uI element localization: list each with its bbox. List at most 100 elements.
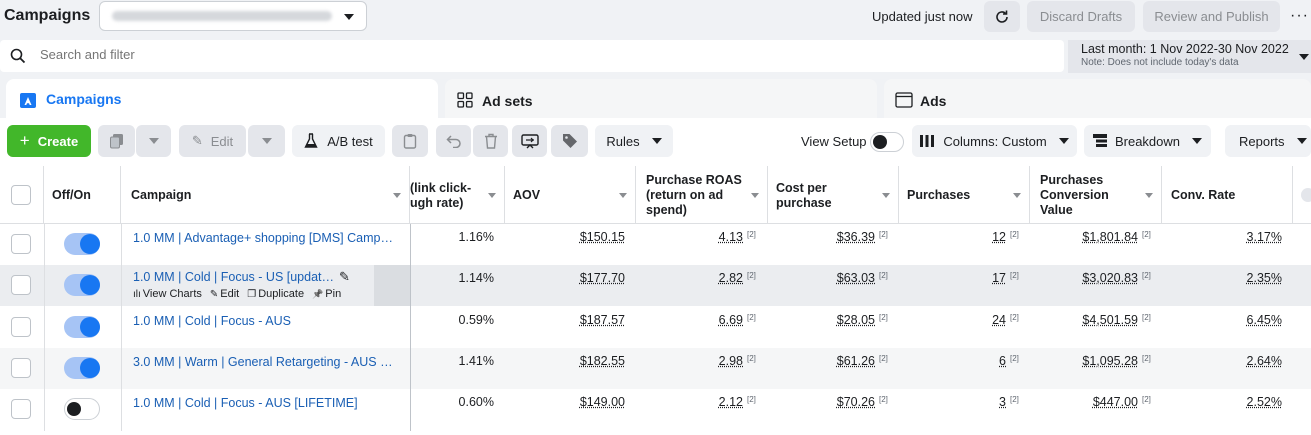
- campaign-name-link[interactable]: 1.0 MM | Advantage+ shopping [DMS] Campa…: [133, 231, 396, 245]
- footnote-marker[interactable]: [2]: [1010, 395, 1019, 404]
- aov-value[interactable]: $177.70: [579, 271, 625, 285]
- campaign-status-toggle[interactable]: [64, 316, 100, 338]
- footnote-marker[interactable]: [2]: [1010, 354, 1019, 363]
- conv-rate-value[interactable]: 6.45%: [1246, 313, 1282, 327]
- roas-value[interactable]: 6.69: [718, 313, 743, 327]
- edit-dropdown-button[interactable]: [248, 125, 285, 157]
- footnote-marker[interactable]: [2]: [747, 354, 756, 363]
- tag-button[interactable]: [551, 125, 588, 157]
- cost-per-purchase-value[interactable]: $70.26: [836, 395, 875, 409]
- footnote-marker[interactable]: [2]: [1142, 271, 1151, 280]
- purchases-value[interactable]: 12: [992, 230, 1006, 244]
- header-conv-rate[interactable]: Conv. Rate: [1162, 166, 1293, 224]
- date-range-picker[interactable]: Last month: 1 Nov 2022-30 Nov 2022 Note:…: [1068, 40, 1311, 73]
- reports-dropdown[interactable]: Reports: [1225, 125, 1311, 157]
- select-all-checkbox[interactable]: [11, 185, 31, 205]
- row-checkbox[interactable]: [11, 358, 31, 378]
- cost-per-purchase-value[interactable]: $36.39: [836, 230, 875, 244]
- conversion-value[interactable]: $4,501.59: [1082, 313, 1138, 327]
- preview-button[interactable]: [512, 125, 547, 157]
- breakdown-dropdown[interactable]: Breakdown: [1084, 125, 1211, 157]
- cost-per-purchase-value[interactable]: $28.05: [836, 313, 875, 327]
- purchases-value[interactable]: 24: [992, 313, 1006, 327]
- footnote-marker[interactable]: [2]: [747, 271, 756, 280]
- view-charts-action[interactable]: ılı View Charts: [133, 288, 202, 300]
- aov-value[interactable]: $150.15: [579, 230, 625, 244]
- campaign-name-link[interactable]: 3.0 MM | Warm | General Retargeting - AU…: [133, 355, 396, 369]
- roas-value[interactable]: 2.98: [718, 354, 743, 368]
- campaign-name-link[interactable]: 1.0 MM | Cold | Focus - AUS: [133, 314, 291, 328]
- roas-value[interactable]: 2.12: [718, 395, 743, 409]
- undo-button[interactable]: [436, 125, 471, 157]
- duplicate-action[interactable]: ❐ Duplicate: [247, 288, 304, 300]
- footnote-marker[interactable]: [2]: [879, 354, 888, 363]
- footnote-marker[interactable]: [2]: [1142, 230, 1151, 239]
- pin-action[interactable]: 📌 Pin: [312, 288, 341, 300]
- ad-account-selector[interactable]: [99, 1, 367, 31]
- conv-rate-value[interactable]: 3.17%: [1246, 230, 1282, 244]
- row-checkbox[interactable]: [11, 317, 31, 337]
- cost-per-purchase-value[interactable]: $61.26: [836, 354, 875, 368]
- delete-button[interactable]: [473, 125, 508, 157]
- roas-value[interactable]: 4.13: [718, 230, 743, 244]
- conversion-value[interactable]: $1,095.28: [1082, 354, 1138, 368]
- campaign-status-toggle[interactable]: [64, 398, 100, 420]
- row-checkbox[interactable]: [11, 399, 31, 419]
- table-row[interactable]: 1.0 MM | Cold | Focus - US [updated] ✎ ılı…: [0, 265, 1311, 307]
- header-cost-per-purchase[interactable]: Cost per purchase: [768, 166, 899, 224]
- ab-test-button[interactable]: A/B test: [292, 125, 385, 157]
- aov-value[interactable]: $182.55: [579, 354, 625, 368]
- view-setup-toggle[interactable]: [870, 132, 904, 152]
- aov-value[interactable]: $149.00: [579, 395, 625, 409]
- conversion-value[interactable]: $3,020.83: [1082, 271, 1138, 285]
- row-checkbox[interactable]: [11, 275, 31, 295]
- aov-value[interactable]: $187.57: [579, 313, 625, 327]
- conversion-value[interactable]: $447.00: [1092, 395, 1138, 409]
- header-ctr[interactable]: (link click- ugh rate): [410, 166, 505, 224]
- purchases-value[interactable]: 6: [999, 354, 1006, 368]
- rename-pencil-icon[interactable]: ✎: [339, 269, 350, 284]
- purchases-value[interactable]: 17: [992, 271, 1006, 285]
- footnote-marker[interactable]: [2]: [1010, 230, 1019, 239]
- refresh-button[interactable]: [984, 1, 1020, 32]
- campaign-name-link[interactable]: 1.0 MM | Cold | Focus - US [updated]: [133, 270, 338, 284]
- campaign-status-toggle[interactable]: [64, 357, 100, 379]
- table-row[interactable]: 3.0 MM | Warm | General Retargeting - AU…: [0, 348, 1311, 390]
- tab-ads[interactable]: Ads: [884, 79, 1311, 121]
- table-row[interactable]: 1.0 MM | Advantage+ shopping [DMS] Campa…: [0, 224, 1311, 266]
- footnote-marker[interactable]: [2]: [747, 313, 756, 322]
- footnote-marker[interactable]: [2]: [1010, 313, 1019, 322]
- clipboard-button[interactable]: [392, 125, 428, 157]
- duplicate-button[interactable]: [98, 125, 135, 157]
- edit-action[interactable]: ✎ Edit: [210, 288, 239, 300]
- more-options-button[interactable]: ···: [1290, 7, 1309, 24]
- header-add-column[interactable]: [1293, 166, 1311, 224]
- footnote-marker[interactable]: [2]: [1010, 271, 1019, 280]
- footnote-marker[interactable]: [2]: [747, 230, 756, 239]
- purchases-value[interactable]: 3: [999, 395, 1006, 409]
- header-campaign[interactable]: Campaign: [121, 166, 410, 224]
- footnote-marker[interactable]: [2]: [879, 271, 888, 280]
- footnote-marker[interactable]: [2]: [879, 313, 888, 322]
- campaign-status-toggle[interactable]: [64, 274, 100, 296]
- header-purchase-roas[interactable]: Purchase ROAS (return on ad spend): [636, 166, 768, 224]
- search-input[interactable]: [40, 47, 640, 62]
- create-button[interactable]: + Create: [7, 125, 91, 157]
- header-purchases-conversion-value[interactable]: Purchases Conversion Value: [1030, 166, 1162, 224]
- conversion-value[interactable]: $1,801.84: [1082, 230, 1138, 244]
- edit-button[interactable]: ✎ Edit: [179, 125, 246, 157]
- row-checkbox[interactable]: [11, 234, 31, 254]
- header-off-on[interactable]: Off/On: [44, 166, 121, 224]
- cost-per-purchase-value[interactable]: $63.03: [836, 271, 875, 285]
- duplicate-dropdown-button[interactable]: [136, 125, 171, 157]
- footnote-marker[interactable]: [2]: [1142, 395, 1151, 404]
- header-purchases[interactable]: Purchases: [899, 166, 1030, 224]
- columns-dropdown[interactable]: Columns: Custom: [912, 125, 1077, 157]
- rules-dropdown[interactable]: Rules: [595, 125, 673, 157]
- footnote-marker[interactable]: [2]: [1142, 354, 1151, 363]
- table-row[interactable]: 1.0 MM | Cold | Focus - AUS [LIFETIME] 0.…: [0, 389, 1311, 431]
- tab-ad-sets[interactable]: Ad sets: [445, 79, 877, 121]
- roas-value[interactable]: 2.82: [718, 271, 743, 285]
- header-aov[interactable]: AOV: [505, 166, 636, 224]
- table-row[interactable]: 1.0 MM | Cold | Focus - AUS 0.59% $187.57 6…: [0, 307, 1311, 349]
